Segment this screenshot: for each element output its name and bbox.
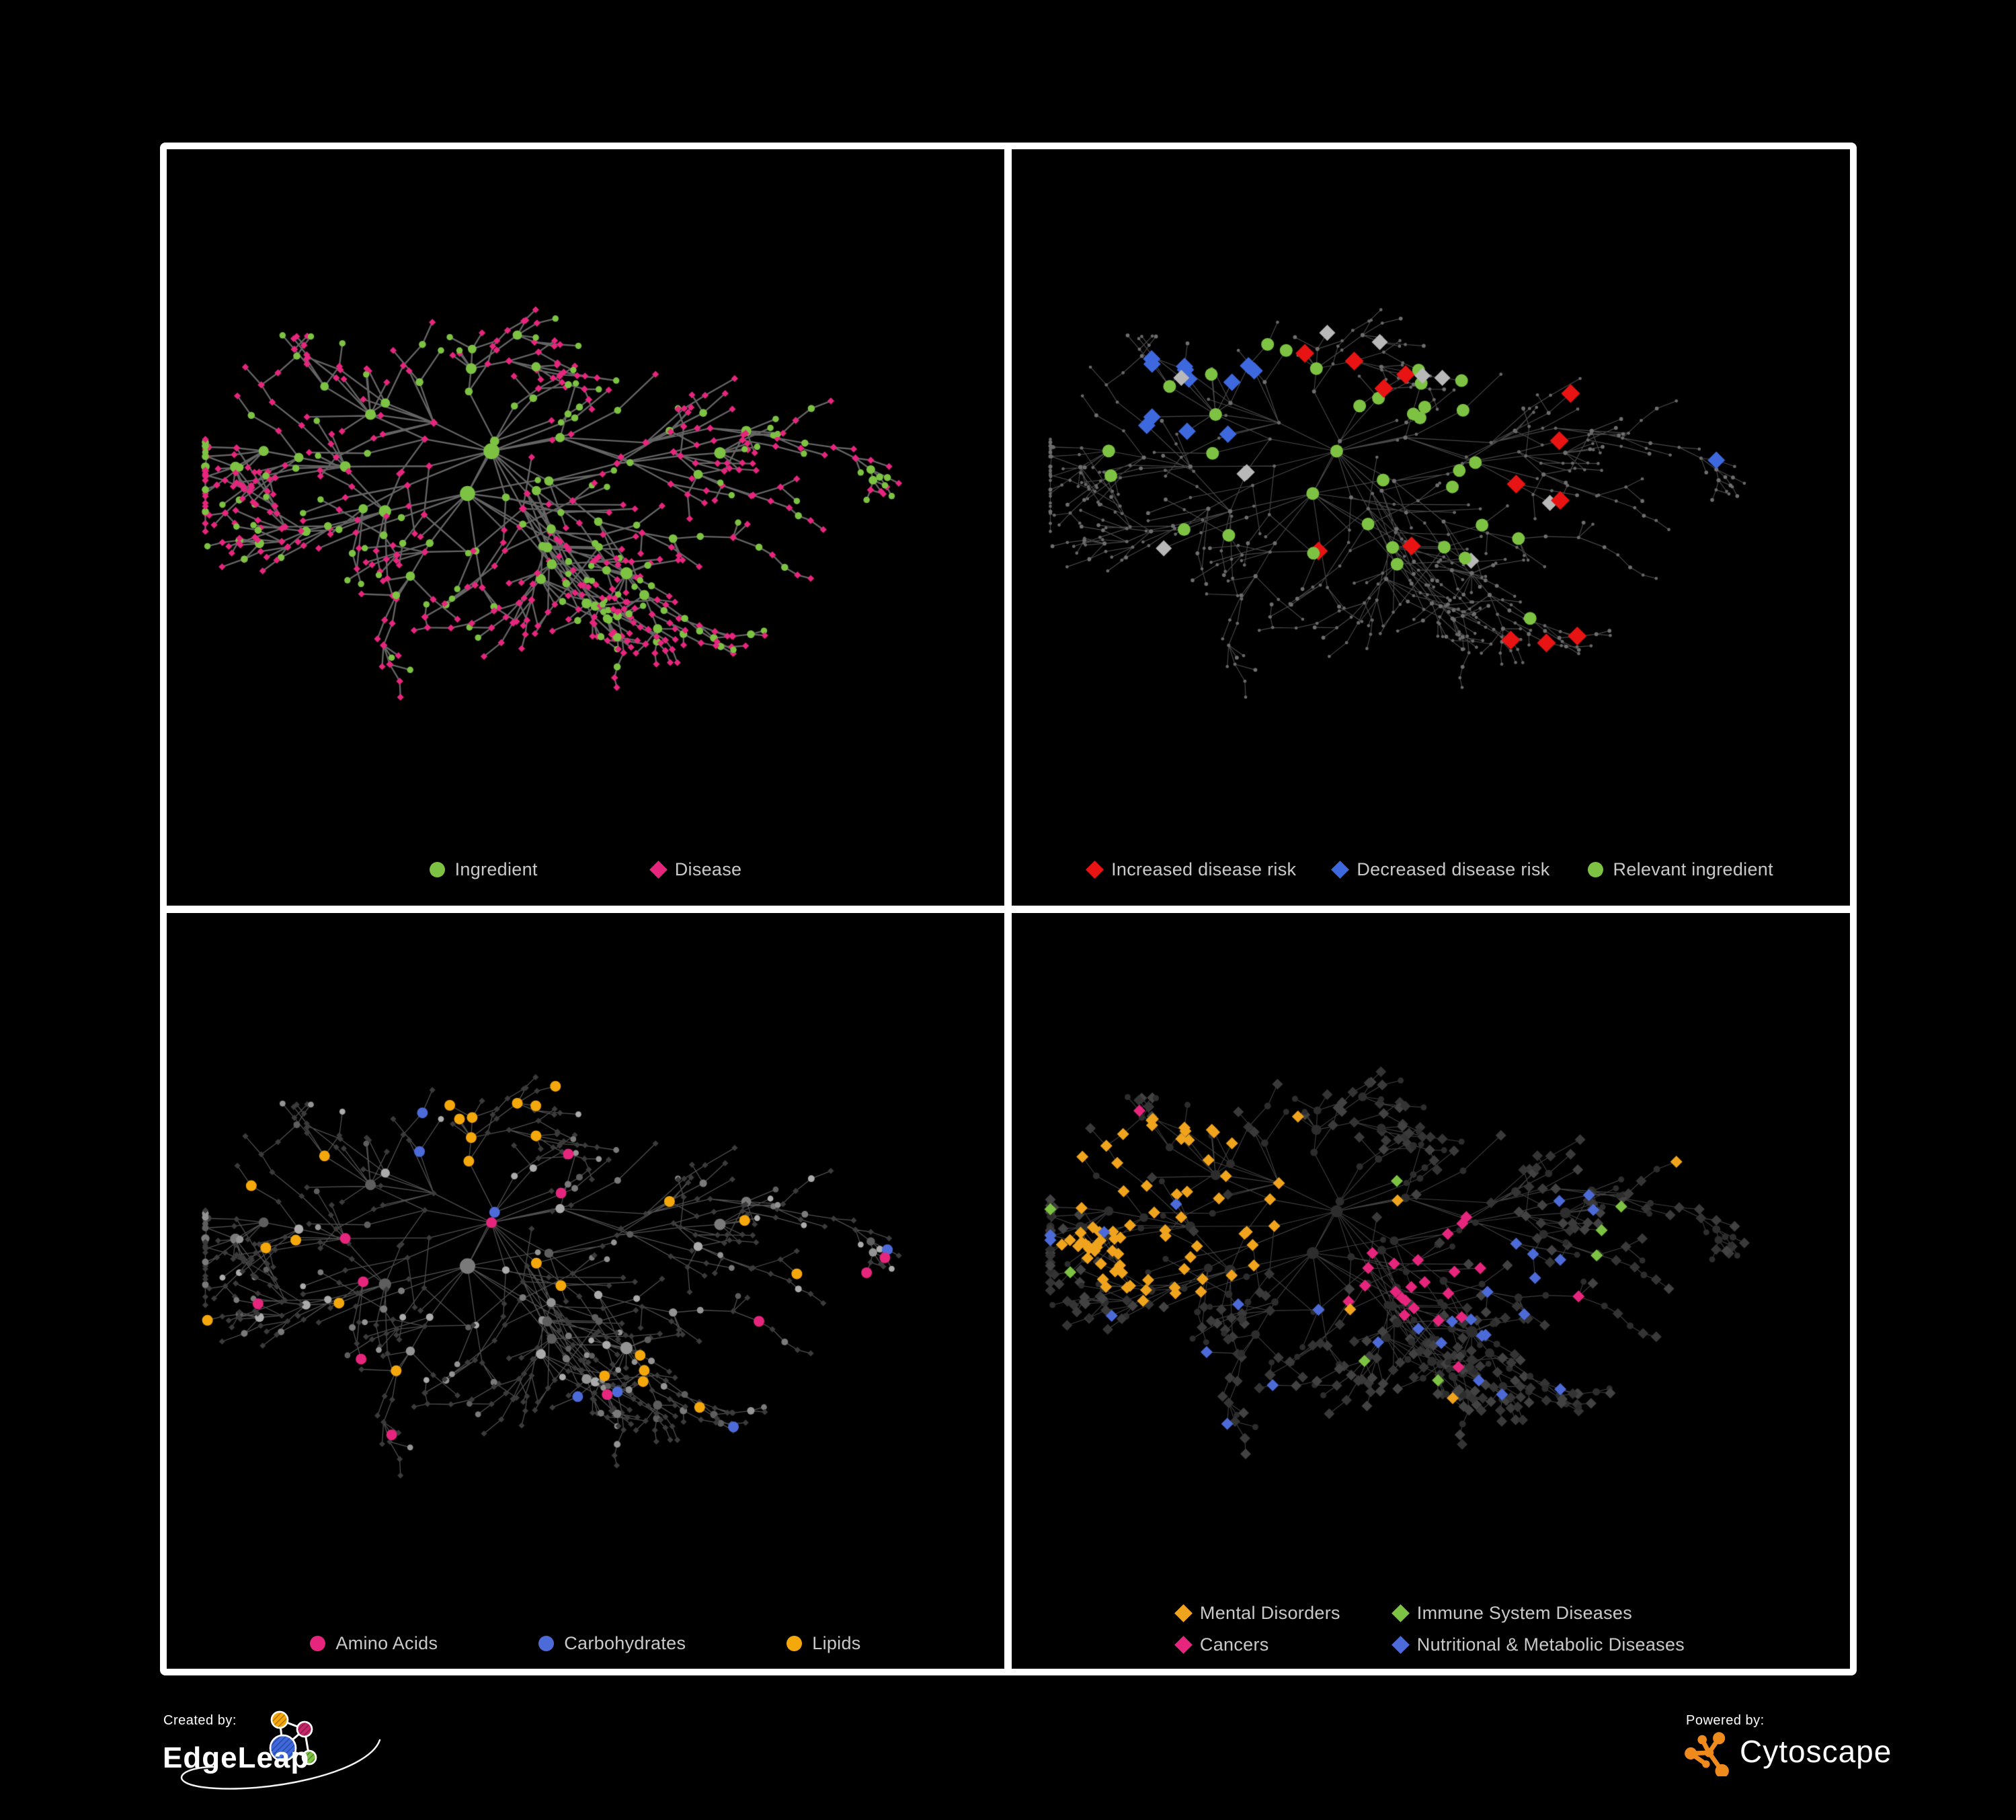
legend-compound-classes: Amino Acids Carbohydrates Lipids xyxy=(167,1633,1004,1654)
legend-label: Disease xyxy=(674,859,742,879)
legend-item-mental-disorders: Mental Disorders xyxy=(1174,1603,1340,1624)
legend-item-increased-disease-risk: Increased disease risk xyxy=(1086,859,1297,880)
legend-item-immune-system-diseases: Immune System Diseases xyxy=(1391,1603,1632,1624)
legend-marker-diamond-icon xyxy=(649,861,668,879)
legend-label: Relevant ingredient xyxy=(1613,859,1773,879)
network-graph-ingredient-disease xyxy=(167,149,1004,906)
legend-item-nutritional-metabolic-diseases: Nutritional & Metabolic Diseases xyxy=(1391,1634,1685,1655)
panel-compound-classes: Amino Acids Carbohydrates Lipids xyxy=(167,913,1004,1669)
legend-marker-diamond-icon xyxy=(1391,1636,1410,1654)
panel-divider-horizontal xyxy=(167,906,1850,913)
legend-marker-diamond-icon xyxy=(1086,861,1104,879)
cytoscape-logo xyxy=(1685,1732,1729,1776)
cytoscape-credit: Powered by: Cytoscape xyxy=(1681,1706,1990,1807)
cytoscape-wordmark: Cytoscape xyxy=(1740,1734,1892,1769)
legend-item-ingredient: Ingredient xyxy=(429,859,538,880)
legend-label: Increased disease risk xyxy=(1111,859,1297,879)
figure-frame: Ingredient Disease Increased disease risk… xyxy=(160,143,1857,1675)
panel-disease-risk: Increased disease risk Decreased disease … xyxy=(1012,149,1850,906)
legend-disease-categories: Mental Disorders Immune System Diseases Ca… xyxy=(1012,1603,1850,1655)
legend-item-lipids: Lipids xyxy=(787,1633,860,1654)
legend-item-disease: Disease xyxy=(649,859,742,880)
legend-label: Amino Acids xyxy=(335,1633,438,1653)
legend-marker-diamond-icon xyxy=(1174,1636,1193,1654)
panel-disease-categories: Mental Disorders Immune System Diseases Ca… xyxy=(1012,913,1850,1669)
legend-item-carbohydrates: Carbohydrates xyxy=(538,1633,686,1654)
legend-marker-circle-icon xyxy=(787,1636,803,1651)
legend-item-amino-acids: Amino Acids xyxy=(310,1633,438,1654)
legend-disease-risk: Increased disease risk Decreased disease … xyxy=(1012,859,1850,880)
powered-by-label: Powered by: xyxy=(1686,1713,1765,1728)
edgeleap-logo xyxy=(180,1710,381,1790)
legend-label: Ingredient xyxy=(454,859,538,879)
legend-marker-diamond-icon xyxy=(1174,1604,1193,1622)
legend-label: Carbohydrates xyxy=(564,1633,686,1653)
legend-label: Nutritional & Metabolic Diseases xyxy=(1416,1634,1685,1655)
legend-marker-circle-icon xyxy=(538,1636,555,1651)
legend-marker-diamond-icon xyxy=(1331,861,1350,879)
legend-label: Cancers xyxy=(1199,1634,1269,1655)
legend-ingredient-disease: Ingredient Disease xyxy=(167,859,1004,880)
network-graph-compound-classes xyxy=(167,913,1004,1669)
edgeleap-credit: Created by: EdgeLeap xyxy=(161,1706,578,1807)
legend-marker-circle-icon xyxy=(310,1636,326,1651)
network-graph-disease-risk xyxy=(1012,149,1850,906)
legend-item-relevant-ingredient: Relevant ingredient xyxy=(1587,859,1773,880)
edgeleap-wordmark: EdgeLeap xyxy=(163,1741,310,1774)
legend-marker-circle-icon xyxy=(1587,862,1603,877)
legend-label: Mental Disorders xyxy=(1199,1603,1340,1623)
legend-item-cancers: Cancers xyxy=(1174,1634,1269,1655)
legend-marker-circle-icon xyxy=(429,862,445,877)
panel-ingredient-disease: Ingredient Disease xyxy=(167,149,1004,906)
legend-item-decreased-disease-risk: Decreased disease risk xyxy=(1331,859,1550,880)
legend-label: Immune System Diseases xyxy=(1416,1603,1632,1623)
network-graph-disease-categories xyxy=(1012,913,1850,1669)
legend-marker-diamond-icon xyxy=(1391,1604,1410,1622)
legend-label: Lipids xyxy=(812,1633,861,1653)
legend-label: Decreased disease risk xyxy=(1357,859,1550,879)
created-by-label: Created by: xyxy=(163,1713,237,1728)
